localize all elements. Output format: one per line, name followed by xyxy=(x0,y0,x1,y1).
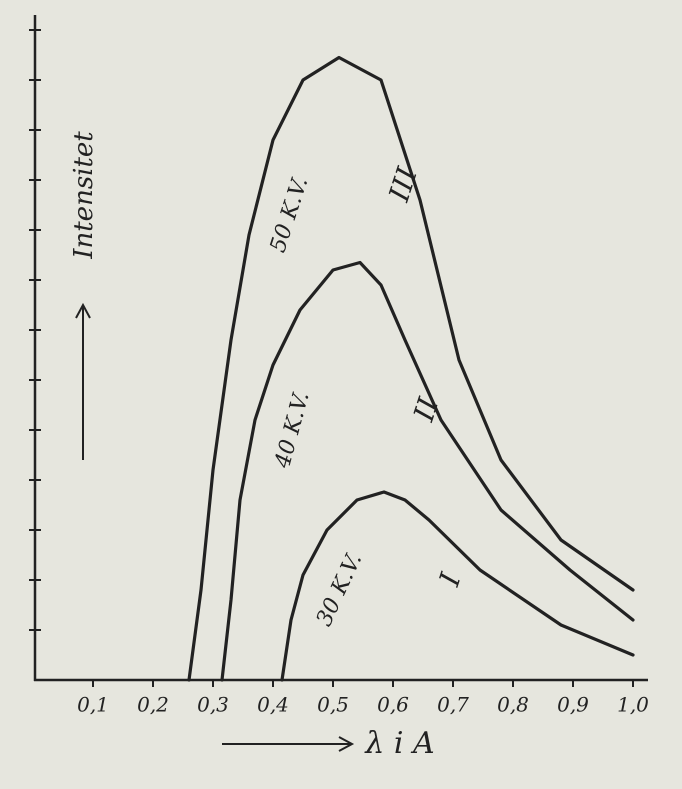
y-arrow xyxy=(75,302,91,460)
x-arrow xyxy=(222,736,355,752)
y-axis-label: Intensitet xyxy=(69,131,99,260)
x-tick-label: 1,0 xyxy=(617,693,649,717)
curve xyxy=(220,260,635,682)
x-tick-label: 0,3 xyxy=(197,693,229,717)
x-tick-label: 0,2 xyxy=(137,693,169,717)
x-tick-label: 0,1 xyxy=(77,693,109,717)
x-tick-label: 0,9 xyxy=(557,693,589,717)
x-tick-label: 0,5 xyxy=(317,693,349,717)
x-tick-label: 0,7 xyxy=(437,693,469,717)
x-tick-label: 0,4 xyxy=(257,693,289,717)
x-tick-label: 0,8 xyxy=(497,693,529,717)
x-tick-label: 0,6 xyxy=(377,693,409,717)
curve xyxy=(187,55,635,682)
x-axis-label: λ i A xyxy=(364,726,434,761)
curve xyxy=(280,490,635,682)
